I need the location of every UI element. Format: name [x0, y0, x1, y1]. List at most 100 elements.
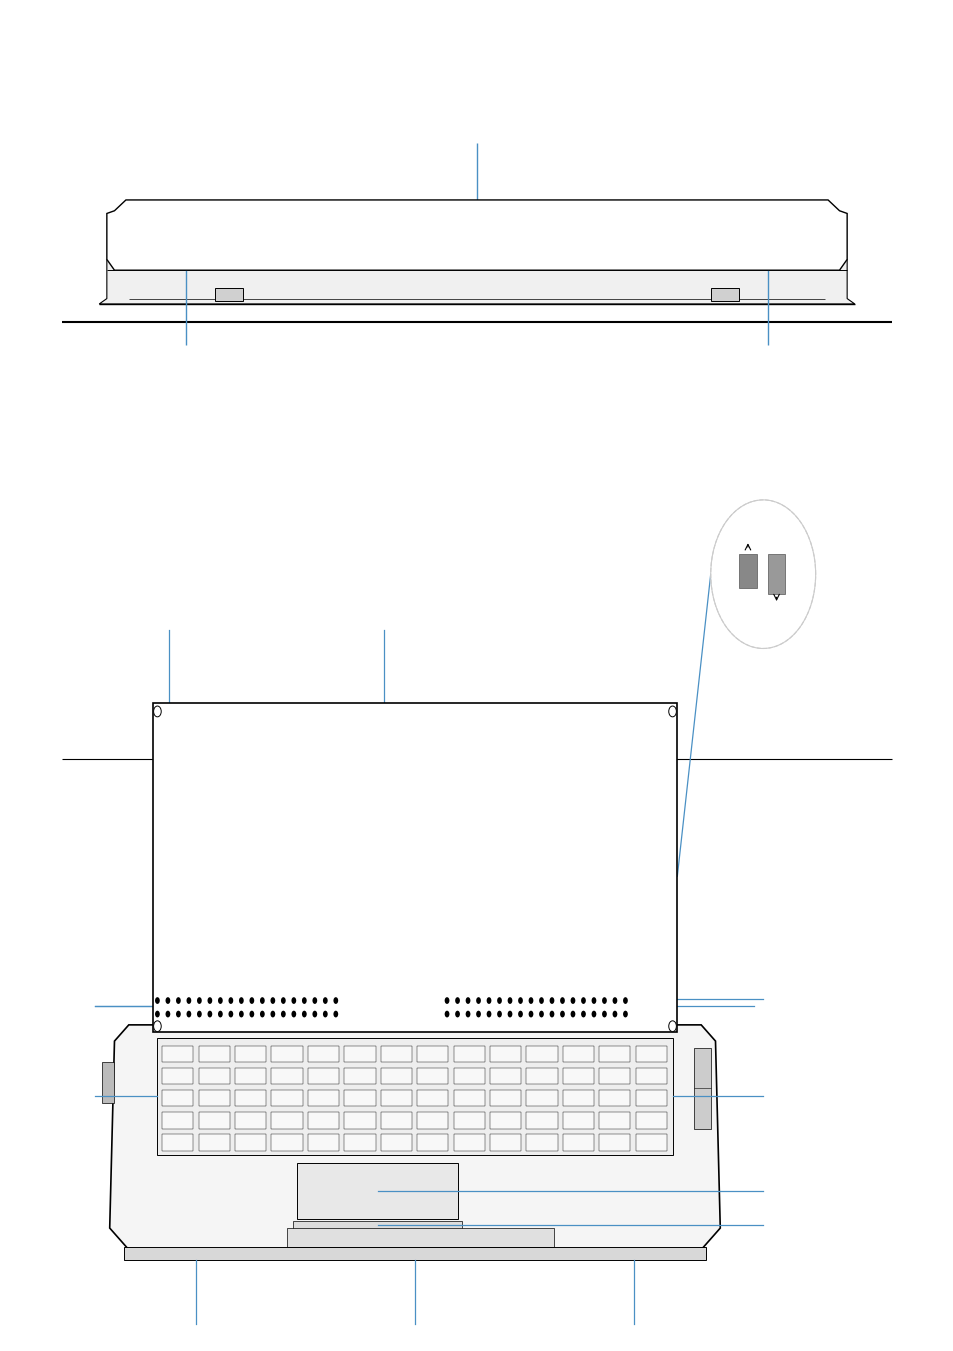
- Circle shape: [731, 235, 737, 243]
- Circle shape: [731, 257, 737, 265]
- Circle shape: [251, 246, 256, 254]
- Circle shape: [559, 997, 564, 1004]
- Circle shape: [271, 997, 274, 1004]
- Circle shape: [782, 246, 788, 254]
- Circle shape: [517, 1011, 522, 1017]
- Bar: [598, 1112, 630, 1128]
- Bar: [453, 224, 500, 254]
- Circle shape: [622, 997, 627, 1004]
- Bar: [526, 1046, 557, 1062]
- Bar: [287, 1228, 554, 1247]
- Circle shape: [800, 235, 805, 243]
- Circle shape: [549, 997, 554, 1004]
- Circle shape: [800, 246, 805, 254]
- Circle shape: [817, 257, 822, 265]
- Bar: [440, 717, 481, 725]
- Circle shape: [668, 707, 676, 717]
- Bar: [162, 1067, 193, 1085]
- Bar: [416, 1133, 448, 1151]
- Polygon shape: [152, 704, 677, 1032]
- Circle shape: [301, 1011, 306, 1017]
- Circle shape: [662, 257, 668, 265]
- Bar: [416, 1090, 448, 1106]
- Bar: [198, 1133, 230, 1151]
- Bar: [198, 1067, 230, 1085]
- Circle shape: [166, 1011, 170, 1017]
- Bar: [562, 1133, 594, 1151]
- Circle shape: [765, 257, 771, 265]
- Circle shape: [154, 1011, 159, 1017]
- Circle shape: [800, 257, 805, 265]
- Bar: [124, 1247, 705, 1260]
- Bar: [598, 1067, 630, 1085]
- Bar: [272, 1090, 302, 1106]
- Bar: [526, 1067, 557, 1085]
- Circle shape: [697, 246, 702, 254]
- Circle shape: [782, 257, 788, 265]
- Circle shape: [710, 500, 815, 648]
- Circle shape: [357, 1232, 365, 1243]
- Bar: [162, 1133, 193, 1151]
- Circle shape: [507, 1011, 512, 1017]
- Circle shape: [238, 997, 243, 1004]
- Circle shape: [285, 257, 291, 265]
- Bar: [344, 1046, 375, 1062]
- Circle shape: [285, 246, 291, 254]
- Circle shape: [601, 1011, 606, 1017]
- Bar: [234, 1046, 266, 1062]
- Circle shape: [165, 257, 171, 265]
- Circle shape: [259, 997, 264, 1004]
- Bar: [598, 1090, 630, 1106]
- Bar: [380, 1133, 412, 1151]
- Circle shape: [731, 246, 737, 254]
- Circle shape: [455, 1011, 459, 1017]
- Circle shape: [238, 1011, 243, 1017]
- Circle shape: [714, 257, 720, 265]
- Bar: [635, 1067, 666, 1085]
- Bar: [526, 1133, 557, 1151]
- Bar: [490, 1067, 520, 1085]
- Bar: [198, 1046, 230, 1062]
- Circle shape: [208, 1011, 212, 1017]
- Bar: [164, 720, 665, 1016]
- Bar: [453, 1067, 484, 1085]
- Bar: [308, 1046, 338, 1062]
- Circle shape: [570, 1011, 575, 1017]
- Circle shape: [268, 235, 274, 243]
- Bar: [308, 1112, 338, 1128]
- Circle shape: [697, 257, 702, 265]
- Bar: [635, 1133, 666, 1151]
- Circle shape: [714, 235, 720, 243]
- Circle shape: [476, 243, 480, 249]
- Circle shape: [322, 997, 327, 1004]
- Circle shape: [251, 257, 256, 265]
- Circle shape: [444, 1011, 449, 1017]
- Circle shape: [148, 246, 153, 254]
- Bar: [170, 728, 659, 1008]
- Circle shape: [250, 997, 253, 1004]
- Bar: [453, 1112, 484, 1128]
- Circle shape: [229, 1011, 233, 1017]
- Circle shape: [199, 257, 205, 265]
- Circle shape: [217, 997, 222, 1004]
- Circle shape: [497, 997, 501, 1004]
- Circle shape: [217, 1011, 222, 1017]
- Circle shape: [197, 1011, 202, 1017]
- Bar: [453, 1090, 484, 1106]
- Circle shape: [251, 235, 256, 243]
- Circle shape: [467, 232, 471, 238]
- Bar: [635, 1046, 666, 1062]
- Bar: [312, 717, 353, 725]
- Bar: [416, 1112, 448, 1128]
- Bar: [441, 990, 665, 1023]
- Circle shape: [765, 235, 771, 243]
- Circle shape: [280, 997, 286, 1004]
- Bar: [526, 1112, 557, 1128]
- Circle shape: [334, 1011, 337, 1017]
- Circle shape: [517, 997, 522, 1004]
- Circle shape: [310, 1232, 317, 1243]
- Circle shape: [697, 235, 702, 243]
- Circle shape: [301, 997, 306, 1004]
- Circle shape: [612, 997, 617, 1004]
- Bar: [693, 1047, 710, 1128]
